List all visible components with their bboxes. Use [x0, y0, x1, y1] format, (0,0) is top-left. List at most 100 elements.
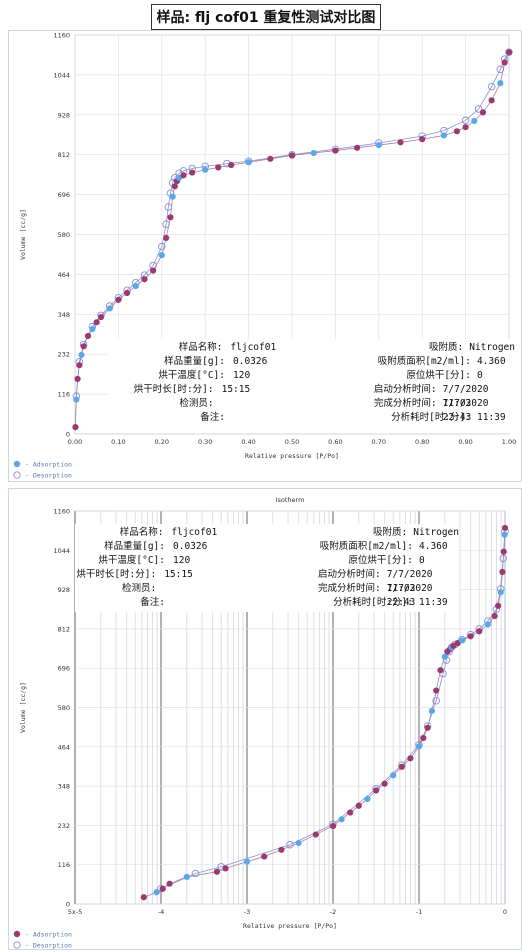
sample-info-box: 样品名称: fljcof01 吸附质: Nitrogen 样品重量[g]: 0.0326 吸… — [107, 339, 515, 433]
adsorption-point — [150, 267, 157, 274]
adsorption-point — [106, 305, 113, 312]
y-tick-label: 1160 — [53, 32, 70, 40]
legend-adsorption-marker — [13, 930, 21, 938]
adsorption-point — [501, 59, 508, 66]
x-tick-label: -1 — [416, 908, 422, 916]
adsorption-point — [375, 141, 382, 149]
adsorption-point — [267, 155, 274, 162]
adsorption-point — [501, 524, 509, 532]
adsorption-point — [169, 193, 176, 200]
y-tick-label: 348 — [58, 783, 70, 791]
adsorption-point — [84, 332, 92, 340]
adsorption-point — [338, 816, 345, 823]
info-value: Nitrogen — [469, 342, 515, 353]
adsorption-point — [261, 853, 268, 860]
x-tick-label: -2 — [330, 908, 336, 916]
legend-desorption-label: - Desorption — [25, 472, 72, 480]
adsorption-point — [159, 885, 166, 892]
info-label: 烘干时长[时:分]: — [76, 569, 157, 580]
adsorption-point — [476, 628, 483, 635]
adsorption-point — [202, 166, 209, 173]
info-label: 吸附质: — [373, 527, 408, 538]
y-tick-label: 696 — [58, 665, 70, 673]
adsorption-point — [372, 787, 380, 794]
info-label: 启动分析时间: — [373, 384, 437, 395]
x-tick-label: 0.80 — [415, 438, 429, 446]
info-value: 7/7/2020 22:43 — [442, 398, 489, 423]
desorption-line — [160, 531, 506, 890]
adsorption-point — [73, 396, 80, 403]
info-label: 备注: — [200, 412, 225, 423]
adsorption-point — [390, 772, 397, 779]
info-value — [165, 596, 283, 610]
legend-desorption-label: - Desorption — [25, 942, 72, 950]
adsorption-point — [329, 822, 337, 830]
y-tick-label: 1160 — [53, 508, 70, 516]
y-tick-label: 116 — [58, 861, 70, 869]
adsorption-point — [484, 621, 491, 628]
info-row: 样品名称: fljcof01 吸附质: Nitrogen — [107, 341, 515, 355]
adsorption-point — [453, 128, 461, 135]
x-axis-label: Relative pressure [P/Po] — [245, 452, 339, 460]
y-tick-label: 464 — [58, 743, 70, 751]
adsorption-point — [132, 282, 139, 290]
adsorption-point — [180, 172, 187, 179]
adsorption-point — [420, 734, 427, 742]
chart-panel-log: 0 116 232 348 464 580 696 812 928 1044 1160 5x-5 -4 -… — [8, 488, 522, 950]
info-label: 原位烘干[分]: — [406, 370, 471, 381]
info-row: 备注: 分析耗时[时:分]: 11:39 — [107, 411, 515, 425]
y-tick-label: 464 — [58, 271, 70, 279]
adsorption-point — [115, 296, 122, 303]
info-label: 样品名称: — [119, 527, 164, 538]
x-axis-label: Relative pressure [P/Po] — [243, 922, 337, 930]
info-label: 烘干温度[°C]: — [158, 370, 225, 381]
adsorption-point — [74, 375, 81, 383]
y-tick-label: 348 — [58, 311, 70, 319]
adsorption-point — [93, 319, 100, 326]
desorption-point — [286, 840, 294, 849]
info-label: 吸附质面积[m2/ml]: — [377, 356, 471, 367]
desorption-point — [164, 203, 173, 211]
adsorption-point — [89, 325, 96, 333]
legend-desorption-marker — [13, 471, 21, 479]
adsorption-point — [245, 159, 252, 166]
info-value: 7/7/2020 11:03 — [442, 384, 489, 409]
info-label: 烘干温度[°C]: — [98, 555, 165, 566]
y-tick-label: 580 — [58, 231, 70, 239]
info-label: 检测员: — [121, 583, 157, 594]
y-tick-label: 116 — [58, 391, 70, 399]
adsorption-point — [479, 109, 487, 116]
y-tick-label: 232 — [58, 822, 70, 830]
chart-panel-linear: 0 116 232 348 464 580 696 812 928 1044 1160 0.00 0.1… — [8, 30, 522, 482]
adsorption-point — [215, 164, 222, 171]
info-row: 烘干时长[时:分]: 15:15 启动分析时间: 7/7/2020 11:03 — [75, 568, 459, 594]
adsorption-point — [419, 136, 426, 143]
legend-desorption-marker — [13, 941, 21, 949]
desorption-point — [158, 242, 166, 251]
adsorption-point — [355, 802, 362, 809]
adsorption-point — [171, 183, 178, 190]
desorption-point — [162, 220, 170, 228]
info-row: 样品名称: fljcof01 吸附质: Nitrogen — [75, 526, 459, 540]
info-label: 分析耗时[时:分]: — [391, 412, 471, 423]
adsorption-point — [424, 724, 431, 731]
y-tick-label: 812 — [58, 151, 70, 159]
info-label: 完成分析时间: — [318, 583, 381, 594]
x-tick-label: 0.10 — [111, 438, 125, 446]
x-tick-label: 0.60 — [328, 438, 342, 446]
y-tick-label: 1044 — [53, 71, 70, 79]
y-tick-label: 696 — [58, 191, 70, 199]
adsorption-point — [97, 313, 105, 321]
info-value: 15:15 — [221, 384, 251, 395]
adsorption-point — [471, 117, 478, 125]
adsorption-point — [228, 161, 235, 169]
adsorption-point — [505, 49, 513, 56]
y-tick-label: 812 — [58, 625, 70, 633]
y-tick-label: 0 — [66, 901, 70, 909]
x-tick-label: 0.90 — [458, 438, 472, 446]
y-tick-label: 580 — [58, 704, 70, 712]
info-label: 检测员: — [179, 398, 214, 409]
info-value: 120 — [233, 370, 251, 381]
info-value: 7/7/2020 22:43 — [386, 583, 433, 608]
info-label: 烘干时长[时:分]: — [133, 384, 214, 395]
